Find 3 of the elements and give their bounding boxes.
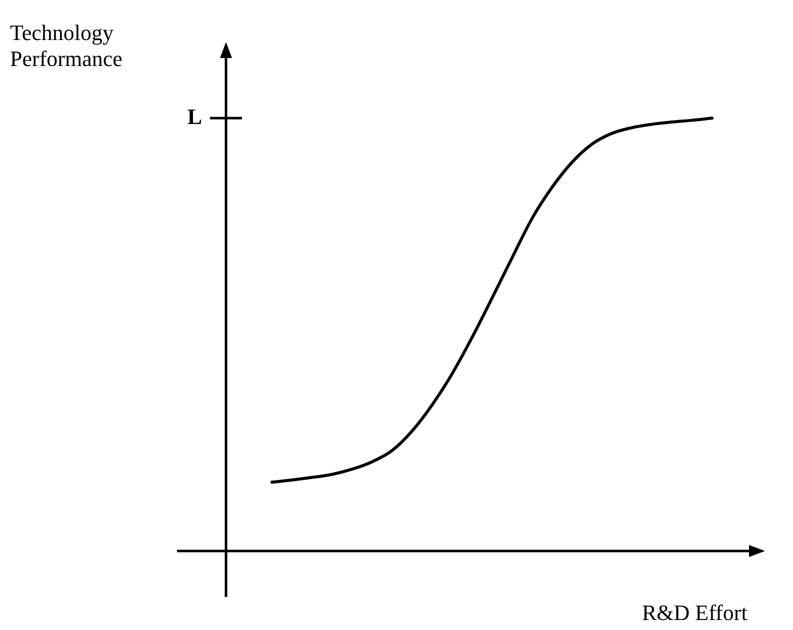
text: L [187, 104, 202, 129]
text: Technology Performance [10, 20, 122, 72]
x-axis-title: R&D Effort [642, 600, 748, 626]
